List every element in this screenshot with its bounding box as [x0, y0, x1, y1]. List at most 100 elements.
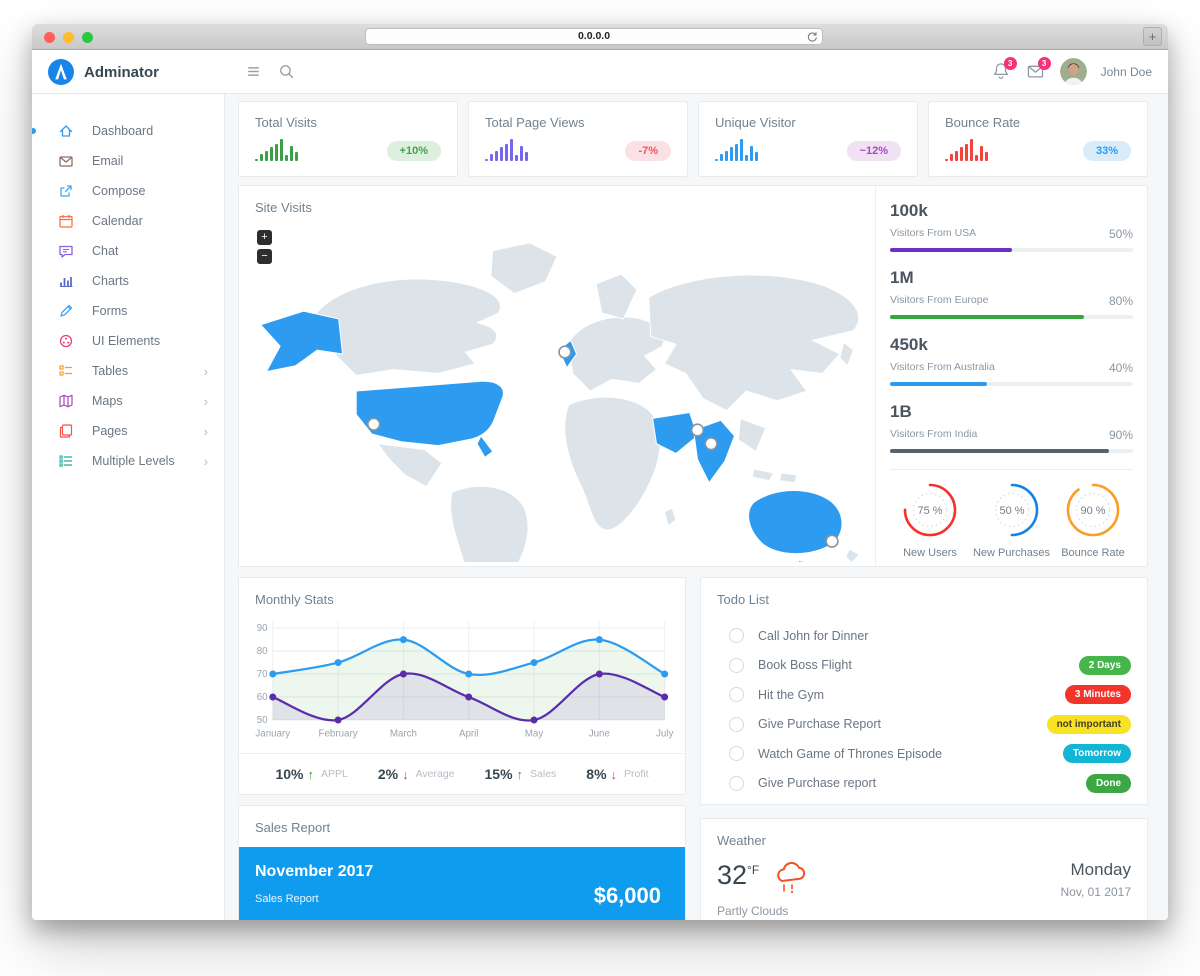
sidebar-item-calendar[interactable]: Calendar [32, 206, 224, 236]
mini-stat-value: 8% [586, 766, 607, 783]
map-marker-saudi[interactable] [690, 423, 705, 437]
sidebar-item-dashboard[interactable]: Dashboard [32, 116, 224, 146]
stat-card-title: Unique Visitor [715, 115, 796, 130]
map-zoom-in-button[interactable]: + [257, 230, 272, 245]
sidebar-item-label: Chat [92, 244, 119, 258]
sidebar-item-chat[interactable]: Chat [32, 236, 224, 266]
visitor-progress-row: 1B Visitors From India 90% [890, 402, 1133, 453]
donut-gauge: 75 % New Users [890, 482, 970, 559]
sidebar-item-label: Multiple Levels [92, 454, 175, 468]
donut-ring: 75 % [890, 482, 970, 543]
fullscreen-button[interactable] [82, 31, 93, 43]
browser-chrome: 0.0.0.0 + [32, 24, 1168, 50]
messages-badge: 3 [1037, 56, 1051, 70]
svg-text:July: July [656, 728, 673, 739]
map-zoom-out-button[interactable]: − [257, 249, 272, 264]
sales-amount: $6,000 [593, 882, 661, 908]
todo-checkbox[interactable] [729, 687, 744, 703]
sidebar-item-pages[interactable]: Pages › [32, 416, 224, 446]
weather-title: Weather [717, 833, 766, 848]
todo-checkbox[interactable] [729, 746, 744, 762]
brand[interactable]: Adminator [48, 59, 159, 85]
sidebar-item-ui-elements[interactable]: UI Elements [32, 326, 224, 356]
sidebar-item-maps[interactable]: Maps › [32, 386, 224, 416]
progress-track [890, 315, 1133, 319]
visitor-percent: 40% [1108, 361, 1133, 375]
close-button[interactable] [44, 31, 55, 43]
visitor-count: 450k [890, 335, 928, 354]
todo-label: Give Purchase report [758, 776, 877, 791]
stat-card: Total Page Views -7% [468, 101, 688, 177]
progress-track [890, 449, 1133, 453]
map-marker-india[interactable] [704, 437, 718, 451]
visitor-percent: 80% [1108, 294, 1133, 308]
weather-condition: Partly Clouds [717, 904, 789, 918]
notifications-badge: 3 [1003, 56, 1017, 70]
sidebar-item-label: Maps [92, 394, 123, 408]
visitor-label: Visitors From USA [890, 227, 977, 239]
browser-window: 0.0.0.0 + Adminator [32, 24, 1168, 920]
map-region-se-asia [737, 417, 767, 452]
address-bar[interactable]: 0.0.0.0 [365, 28, 823, 45]
svg-text:80: 80 [257, 646, 268, 657]
sidebar-item-charts[interactable]: Charts [32, 266, 224, 296]
todo-checkbox[interactable] [729, 657, 744, 673]
notifications-button[interactable]: 3 [992, 56, 1017, 83]
main-content: Total Visits +10% Total Page Views -7% [225, 94, 1168, 920]
refresh-icon[interactable] [805, 30, 819, 44]
sidebar-item-label: UI Elements [92, 334, 161, 348]
todo-label: Watch Game of Thrones Episode [758, 746, 943, 761]
map-marker-uk[interactable] [558, 345, 572, 359]
hamburger-menu-icon[interactable] [245, 63, 262, 80]
svg-text:April: April [459, 728, 479, 739]
todo-item: Give Purchase Report not important [717, 710, 1131, 740]
sidebar-item-forms[interactable]: Forms [32, 296, 224, 326]
map-region-mexico [377, 443, 443, 488]
avatar[interactable] [1059, 58, 1087, 85]
sidebar-item-label: Compose [92, 184, 146, 198]
new-tab-button[interactable]: + [1143, 27, 1162, 46]
temperature: 32°F [717, 860, 760, 890]
sidebar-item-tables[interactable]: Tables › [32, 356, 224, 386]
minimize-button[interactable] [63, 31, 74, 43]
todo-item: Call John for Dinner [717, 621, 1131, 651]
messages-button[interactable]: 3 [1026, 56, 1051, 83]
mini-stat-label: Sales [530, 768, 557, 781]
list-alt-icon [59, 365, 72, 376]
mini-stat: 8% ↓ Profit [586, 766, 648, 782]
todo-checkbox[interactable] [729, 628, 744, 644]
sidebar-item-email[interactable]: Email [32, 146, 224, 176]
mini-stat-value: 10% [275, 766, 304, 783]
svg-text:May: May [525, 728, 544, 739]
todo-checkbox[interactable] [729, 775, 744, 791]
world-map[interactable]: Site Visits + − [239, 186, 875, 601]
donut-row: 75 % New Users 50 % New Purchases 90 % B… [890, 469, 1133, 559]
search-icon[interactable] [278, 63, 295, 80]
todo-badge: Done [1086, 773, 1131, 793]
sales-month: November 2017 [255, 863, 374, 880]
progress-fill [890, 248, 1012, 252]
map-region-usa-florida [476, 435, 494, 458]
map-region-madagascar [663, 507, 677, 527]
map-region-south-america [450, 485, 529, 601]
map-region-tasmania [796, 560, 810, 572]
map-region-indonesia [751, 468, 798, 484]
sidebar-item-multiple-levels[interactable]: Multiple Levels › [32, 446, 224, 476]
files-icon [59, 424, 73, 438]
svg-text:50: 50 [257, 715, 268, 726]
svg-text:January: January [255, 728, 290, 739]
svg-text:60: 60 [257, 692, 268, 703]
donut-gauge: 90 % Bounce Rate [1053, 482, 1133, 559]
stat-card-title: Total Page Views [485, 115, 585, 130]
sidebar-item-compose[interactable]: Compose [32, 176, 224, 206]
mini-stats-row: 10% ↑ APPL 2% ↓ Average [239, 752, 685, 795]
map-marker-usa[interactable] [367, 417, 381, 431]
map-marker-australia[interactable] [825, 534, 839, 548]
todo-badge: 3 Minutes [1064, 685, 1131, 705]
monthly-stats-title: Monthly Stats [255, 592, 334, 607]
todo-item: Give Purchase report Done [717, 769, 1131, 799]
todo-checkbox[interactable] [729, 716, 744, 732]
svg-text:February: February [319, 728, 358, 739]
visitors-panel: 100k Visitors From USA 50% 1M Visit [875, 186, 1147, 566]
user-name[interactable]: John Doe [1100, 64, 1152, 79]
